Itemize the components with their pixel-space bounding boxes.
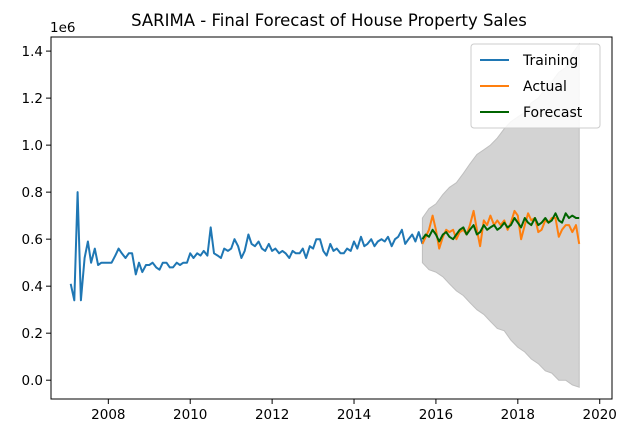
x-tick-label: 2010 bbox=[173, 407, 207, 423]
y-axis: 0.0 0.2 0.4 0.6 0.8 1.0 1.2 1.4 bbox=[22, 44, 51, 389]
y-tick-label: 1.4 bbox=[22, 44, 43, 60]
y-tick-label: 0.0 bbox=[22, 373, 43, 389]
plot-frame bbox=[50, 36, 613, 400]
x-tick-label: 2018 bbox=[501, 407, 535, 423]
x-tick-label: 2008 bbox=[91, 407, 125, 423]
y-tick-label: 0.4 bbox=[22, 279, 43, 295]
y-tick-label: 1.0 bbox=[22, 138, 43, 154]
legend: Training Actual Forecast bbox=[470, 43, 601, 129]
plot-area bbox=[69, 42, 581, 388]
x-tick-label: 2016 bbox=[419, 407, 453, 423]
series-line-forecast bbox=[421, 212, 580, 243]
x-tick-label: 2012 bbox=[255, 407, 289, 423]
legend-box bbox=[470, 43, 601, 129]
y-tick-label: 0.8 bbox=[22, 185, 43, 201]
legend-label-actual: Actual bbox=[523, 79, 567, 95]
legend-label-training: Training bbox=[522, 53, 578, 69]
x-tick-label: 2014 bbox=[337, 407, 371, 423]
y-tick-label: 0.6 bbox=[22, 232, 43, 248]
x-axis: 2008 2010 2012 2014 2016 2018 2020 bbox=[91, 399, 617, 423]
confidence-band bbox=[421, 42, 580, 388]
y-tick-label: 1.2 bbox=[22, 91, 43, 107]
y-axis-offset-label: 1e6 bbox=[50, 20, 75, 36]
legend-label-forecast: Forecast bbox=[523, 105, 583, 121]
series-line-training bbox=[69, 191, 424, 302]
x-tick-label: 2020 bbox=[583, 407, 617, 423]
chart-title: SARIMA - Final Forecast of House Propert… bbox=[131, 11, 527, 30]
y-tick-label: 0.2 bbox=[22, 326, 43, 342]
